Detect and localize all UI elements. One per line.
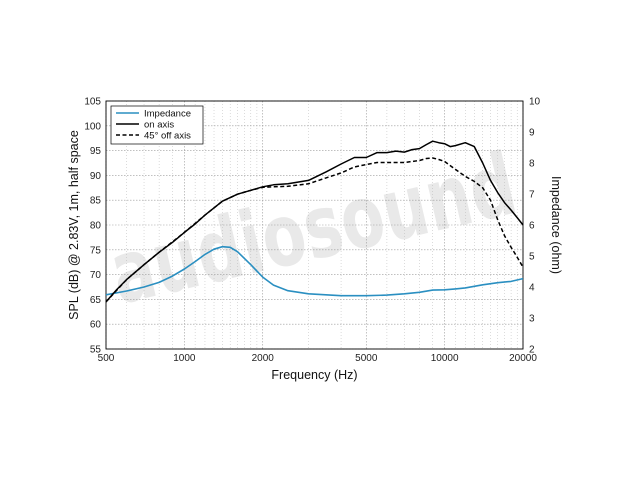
y-tick-label: 85 (90, 196, 102, 207)
y-tick-label: 105 (84, 97, 101, 108)
y2-tick-label: 2 (529, 345, 535, 356)
y2-tick-label: 4 (529, 283, 535, 294)
y2-tick-label: 6 (529, 221, 535, 232)
y-tick-label: 55 (90, 345, 102, 356)
x-tick-label: 2000 (252, 353, 275, 364)
y2-tick-label: 8 (529, 159, 535, 170)
series-line-45-off-axis (105, 157, 524, 303)
y-tick-label: 60 (90, 320, 102, 331)
y-axis-title: SPL (dB) @ 2.83V, 1m, half space (67, 130, 81, 320)
y2-tick-label: 7 (529, 190, 535, 201)
legend-label-impedance: Impedance (144, 108, 191, 119)
y-tick-label: 100 (84, 121, 101, 132)
x-tick-label: 1000 (173, 353, 196, 364)
y2-tick-label: 3 (529, 314, 535, 325)
x-tick-label: 20000 (509, 353, 537, 364)
y-tick-label: 75 (90, 245, 102, 256)
y2-axis-title: Impedance (ohm) (549, 176, 563, 274)
series-line-impedance (105, 245, 524, 297)
legend-label-on-axis: on axis (144, 119, 174, 130)
x-tick-label: 10000 (431, 353, 459, 364)
x-tick-label: 5000 (355, 353, 378, 364)
y-tick-label: 80 (90, 221, 102, 232)
watermark-logo: audiosound (101, 134, 525, 324)
y-tick-label: 70 (90, 270, 102, 281)
x-axis-title: Frequency (Hz) (271, 368, 357, 382)
y2-tick-label: 10 (529, 97, 541, 108)
series-layer (105, 140, 524, 303)
legend-label-45-off-axis: 45° off axis (144, 130, 191, 141)
watermark-layer: audiosound (101, 134, 525, 324)
y2-tick-label: 9 (529, 128, 535, 139)
x-tick-label: 500 (98, 353, 115, 364)
tick-layer: 500 1000 2000 5000 10000 20000556065707580859… (84, 97, 540, 365)
y-tick-label: 65 (90, 295, 102, 306)
y-tick-label: 90 (90, 171, 102, 182)
y2-tick-label: 5 (529, 252, 535, 263)
y-tick-label: 95 (90, 146, 102, 157)
